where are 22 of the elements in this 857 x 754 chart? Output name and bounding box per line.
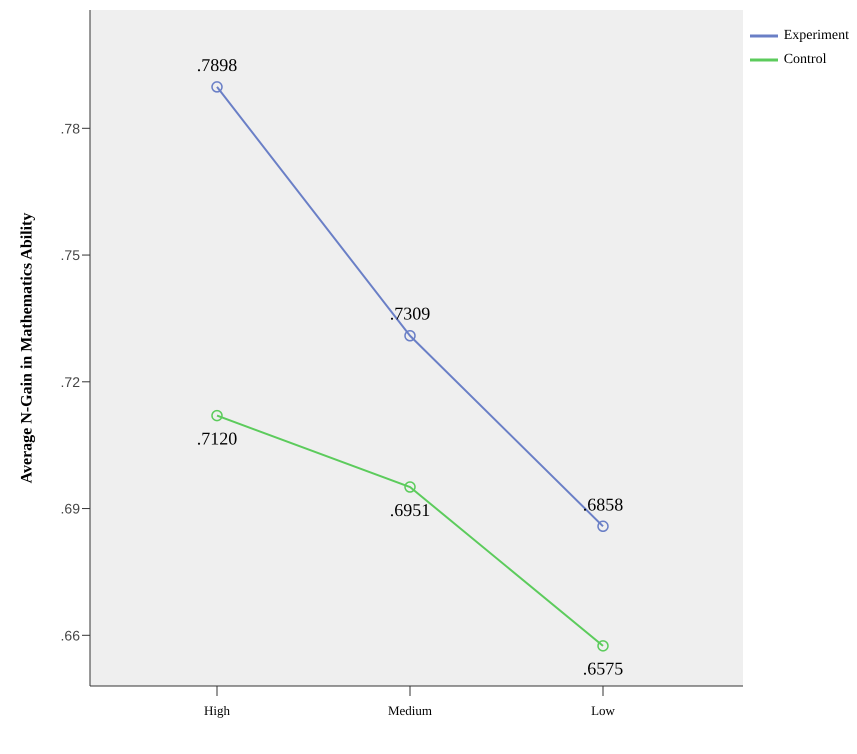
legend-label: Control: [784, 52, 826, 68]
y-tick-label: .66: [60, 627, 80, 644]
y-tick-label: .69: [60, 500, 80, 517]
data-label: .6575: [582, 658, 624, 679]
data-label: .6951: [390, 500, 430, 520]
x-tick-label: Medium: [388, 703, 432, 718]
y-tick-label: .78: [60, 120, 80, 136]
point: [404, 330, 416, 342]
point: [211, 410, 223, 422]
x-tick-label: Low: [591, 703, 616, 718]
data-label: .7898: [196, 54, 238, 75]
point: [211, 81, 223, 93]
y-axis-title: Average N-Gain in Mathematics Ability: [18, 212, 36, 484]
y-tick-label: .72: [60, 374, 80, 390]
point: [597, 640, 609, 652]
data-label: .6858: [582, 494, 624, 514]
point: [597, 520, 609, 532]
legend-label: Experiment: [784, 28, 849, 44]
x-tick-label: High: [204, 703, 230, 718]
data-label: .7120: [196, 428, 238, 448]
y-tick-label: .75: [60, 247, 80, 264]
point: [404, 481, 416, 493]
